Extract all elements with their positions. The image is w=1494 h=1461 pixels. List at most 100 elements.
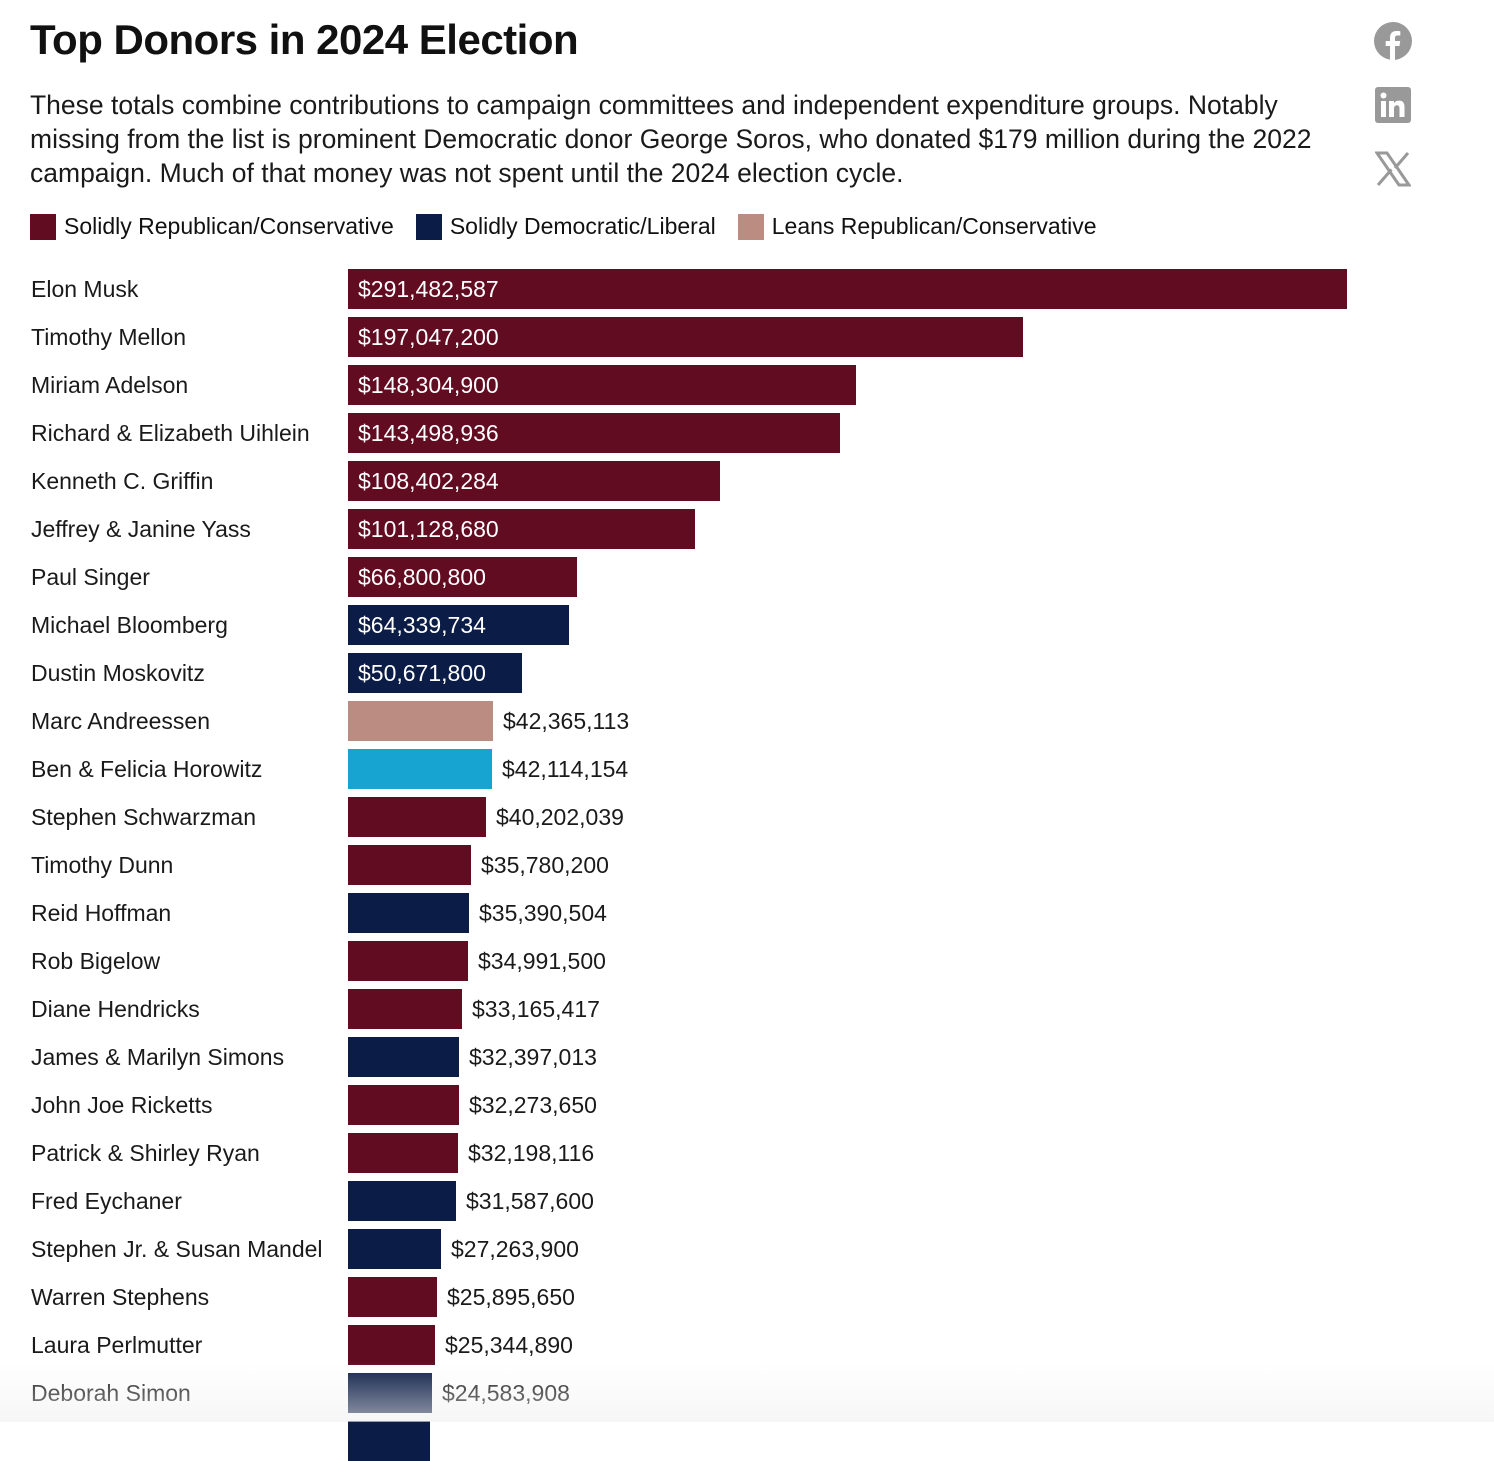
bar — [348, 557, 577, 597]
bar-value-label: $50,671,800 — [358, 660, 486, 686]
bar-value-label: $33,165,417 — [472, 996, 600, 1022]
donor-name: Warren Stephens — [31, 1284, 210, 1310]
bar — [348, 1181, 456, 1221]
bar-value-label: $27,263,900 — [451, 1236, 579, 1262]
bar-row: Ben & Felicia Horowitz $42,114,154 — [0, 745, 1494, 793]
bar-row: Elon Musk $291,482,587 — [0, 265, 1494, 313]
bar — [348, 989, 462, 1029]
donor-name: Stephen Schwarzman — [31, 804, 257, 830]
bar-value-label: $32,198,116 — [468, 1140, 595, 1166]
bar — [348, 317, 1023, 357]
bar-value-label: $40,202,039 — [496, 804, 624, 830]
donor-name: Reid Hoffman — [31, 900, 172, 926]
legend-item-democratic: Solidly Democratic/Liberal — [415, 213, 716, 240]
bar — [348, 797, 486, 837]
donor-name: Michael Bloomberg — [31, 612, 228, 638]
bar — [348, 1277, 437, 1317]
bar-value-label: $291,482,587 — [358, 276, 499, 302]
x-share-button[interactable] — [1374, 150, 1412, 188]
bar-row: Laura Perlmutter $25,344,890 — [0, 1321, 1494, 1369]
donor-name: John Joe Ricketts — [31, 1092, 213, 1118]
bar-row: Jeffrey & Janine Yass $101,128,680 — [0, 505, 1494, 553]
bar — [348, 701, 493, 741]
bar — [348, 605, 569, 645]
bar-value-label: $64,339,734 — [358, 612, 486, 638]
bar-row: Timothy Mellon $197,047,200 — [0, 313, 1494, 361]
bar-value-label: $34,991,500 — [478, 948, 606, 974]
bar — [348, 749, 492, 789]
donor-name: Rob Bigelow — [31, 948, 161, 974]
bar-row: Rob Bigelow $34,991,500 — [0, 937, 1494, 985]
bar-row: Paul Singer $66,800,800 — [0, 553, 1494, 601]
bar-row: Miriam Adelson $148,304,900 — [0, 361, 1494, 409]
chart-subtitle: These totals combine contributions to ca… — [30, 90, 1312, 188]
facebook-share-button[interactable] — [1374, 22, 1412, 60]
bar-row: Fred Eychaner $31,587,600 — [0, 1177, 1494, 1225]
bar — [348, 1085, 459, 1125]
legend-swatch — [30, 213, 56, 240]
donor-name: Paul Singer — [31, 564, 150, 590]
chart-legend: Solidly Republican/Conservative Solidly … — [30, 213, 1097, 240]
donor-name: Laura Perlmutter — [31, 1332, 203, 1358]
bar — [348, 941, 468, 981]
bar-value-label: $25,895,650 — [447, 1284, 575, 1310]
donor-name: Deborah Simon — [31, 1380, 191, 1406]
bar-row: Michael Bloomberg $64,339,734 — [0, 601, 1494, 649]
bar — [348, 845, 471, 885]
legend-label: Solidly Republican/Conservative — [64, 213, 394, 239]
bar — [348, 509, 695, 549]
bar-row: Marc Andreessen $42,365,113 — [0, 697, 1494, 745]
legend-label: Solidly Democratic/Liberal — [449, 213, 716, 239]
bar — [348, 413, 840, 453]
bar — [348, 1373, 432, 1413]
bar-row: Richard & Elizabeth Uihlein $143,498,936 — [0, 409, 1494, 457]
donor-name: Richard & Elizabeth Uihlein — [31, 420, 310, 446]
bar — [348, 1037, 459, 1077]
donor-name: Jeffrey & Janine Yass — [31, 516, 251, 542]
bar-row: John Joe Ricketts $32,273,650 — [0, 1081, 1494, 1129]
bar-row: Diane Hendricks $33,165,417 — [0, 985, 1494, 1033]
legend-item-republican: Solidly Republican/Conservative — [30, 213, 394, 240]
bar — [348, 1229, 441, 1269]
donor-name: Marc Andreessen — [31, 708, 210, 734]
bar-row: Stephen Jr. & Susan Mandel $27,263,900 — [0, 1225, 1494, 1273]
donor-name: Dustin Moskovitz — [31, 660, 205, 686]
bar — [348, 653, 522, 693]
x-icon — [1375, 151, 1411, 187]
bar — [348, 1325, 435, 1365]
legend-swatch — [737, 213, 764, 240]
bar-value-label: $24,583,908 — [442, 1380, 570, 1406]
bar — [348, 893, 469, 933]
bar-value-label: $108,402,284 — [358, 468, 499, 494]
bar-partial — [348, 1421, 430, 1461]
donor-name: Miriam Adelson — [31, 372, 189, 398]
facebook-icon — [1374, 22, 1412, 60]
bar-row: Reid Hoffman $35,390,504 — [0, 889, 1494, 937]
bar-value-label: $101,128,680 — [358, 516, 499, 542]
donor-name: Diane Hendricks — [31, 996, 200, 1022]
bar-value-label: $42,114,154 — [502, 756, 629, 782]
bar-row: Timothy Dunn $35,780,200 — [0, 841, 1494, 889]
bar-row: Kenneth C. Griffin $108,402,284 — [0, 457, 1494, 505]
donor-name: Patrick & Shirley Ryan — [31, 1140, 260, 1166]
bar-value-label: $66,800,800 — [358, 564, 486, 590]
bar-value-label: $32,273,650 — [469, 1092, 597, 1118]
bar-row: Patrick & Shirley Ryan $32,198,116 — [0, 1129, 1494, 1177]
bar-row: Stephen Schwarzman $40,202,039 — [0, 793, 1494, 841]
bar-value-label: $32,397,013 — [469, 1044, 597, 1070]
bar-value-label: $31,587,600 — [466, 1188, 594, 1214]
bar-row: James & Marilyn Simons $32,397,013 — [0, 1033, 1494, 1081]
donor-name: Fred Eychaner — [31, 1188, 182, 1214]
bar — [348, 269, 1347, 309]
donor-name: Kenneth C. Griffin — [31, 468, 214, 494]
donor-name: Stephen Jr. & Susan Mandel — [31, 1236, 323, 1262]
bar-value-label: $197,047,200 — [358, 324, 499, 350]
linkedin-share-button[interactable] — [1374, 86, 1412, 124]
chart-title: Top Donors in 2024 Election — [30, 16, 579, 63]
donor-name: Timothy Dunn — [31, 852, 174, 878]
bar-value-label: $35,390,504 — [479, 900, 607, 926]
bar-row: Warren Stephens $25,895,650 — [0, 1273, 1494, 1321]
bar-value-label: $143,498,936 — [358, 420, 499, 446]
linkedin-icon — [1375, 87, 1411, 123]
bar-value-label: $25,344,890 — [445, 1332, 573, 1358]
